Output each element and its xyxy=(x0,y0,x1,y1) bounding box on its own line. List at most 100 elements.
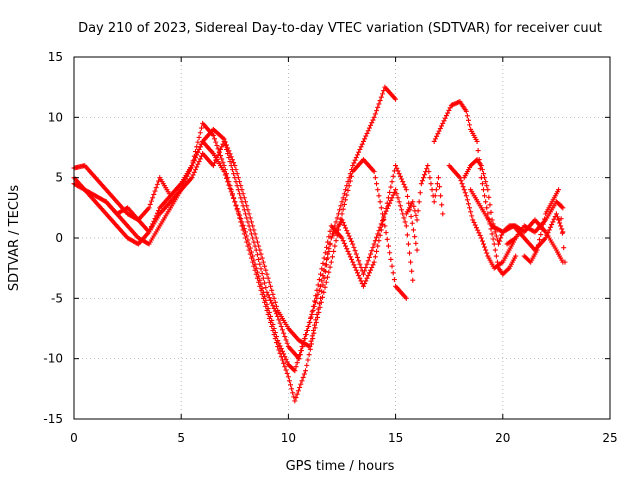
data-point xyxy=(387,189,393,195)
data-point xyxy=(376,193,382,199)
data-point xyxy=(345,187,351,193)
data-point xyxy=(369,264,375,270)
data-point xyxy=(376,101,382,107)
data-point xyxy=(234,171,240,177)
data-point xyxy=(431,138,437,144)
data-point xyxy=(319,289,325,295)
data-point xyxy=(214,155,220,161)
series-sat-h xyxy=(461,157,566,265)
data-point xyxy=(351,262,357,268)
data-point xyxy=(365,258,371,264)
data-point xyxy=(240,222,246,228)
data-point xyxy=(559,230,565,236)
data-point xyxy=(408,259,414,265)
data-point xyxy=(350,259,356,265)
data-point xyxy=(397,173,403,179)
data-point xyxy=(558,223,564,229)
data-point xyxy=(401,181,407,187)
data-point xyxy=(354,152,360,158)
data-point xyxy=(212,160,218,166)
x-tick-label: 20 xyxy=(495,431,510,445)
data-point xyxy=(313,317,319,323)
data-point xyxy=(405,193,411,199)
data-point xyxy=(312,322,318,328)
data-point xyxy=(260,275,266,281)
data-point xyxy=(440,211,446,217)
data-point xyxy=(263,285,269,291)
data-point xyxy=(395,195,401,201)
data-point xyxy=(557,220,563,226)
data-point xyxy=(468,209,474,215)
data-point xyxy=(147,201,153,207)
data-point xyxy=(347,178,353,184)
data-point xyxy=(194,164,200,170)
data-point xyxy=(153,213,159,219)
data-point xyxy=(213,157,219,163)
data-point xyxy=(344,192,350,198)
data-point xyxy=(246,247,252,253)
data-point xyxy=(362,268,368,274)
data-point xyxy=(232,199,238,205)
data-point xyxy=(437,184,443,190)
data-point xyxy=(461,187,467,193)
data-point xyxy=(403,187,409,193)
data-point xyxy=(463,193,469,199)
data-point xyxy=(357,275,363,281)
data-point xyxy=(215,146,221,152)
x-tick-label: 10 xyxy=(281,431,296,445)
data-point xyxy=(332,243,338,249)
data-point xyxy=(370,117,376,123)
data-point xyxy=(487,202,493,208)
data-point xyxy=(293,364,299,370)
data-point xyxy=(284,370,290,376)
data-point xyxy=(219,144,225,150)
data-point xyxy=(253,235,259,241)
data-point xyxy=(281,351,287,357)
data-point xyxy=(344,246,350,252)
data-point xyxy=(277,350,283,356)
data-point xyxy=(306,352,312,358)
data-point xyxy=(393,96,399,102)
data-point xyxy=(375,187,381,193)
data-point xyxy=(383,230,389,236)
data-point xyxy=(446,107,452,113)
data-point xyxy=(215,152,221,158)
data-point xyxy=(431,199,437,205)
data-point xyxy=(559,204,565,210)
data-point xyxy=(283,367,289,373)
data-point xyxy=(198,125,204,131)
data-point xyxy=(245,243,251,249)
data-point xyxy=(458,178,464,184)
data-point xyxy=(482,244,488,250)
data-point xyxy=(377,224,383,230)
data-point xyxy=(260,259,266,265)
data-point xyxy=(418,181,424,187)
data-point xyxy=(413,212,419,218)
data-point xyxy=(322,269,328,275)
data-point xyxy=(370,262,376,268)
data-point xyxy=(362,281,368,287)
data-point xyxy=(427,175,433,181)
data-point xyxy=(146,205,152,211)
data-point xyxy=(233,167,239,173)
series-sat-g xyxy=(446,163,519,271)
data-point xyxy=(270,328,276,334)
data-point xyxy=(389,263,395,269)
data-point xyxy=(262,280,268,286)
data-point xyxy=(296,356,302,362)
y-tick-label: 10 xyxy=(48,110,63,124)
data-point xyxy=(390,173,396,179)
data-point xyxy=(289,386,295,392)
data-point xyxy=(279,327,285,333)
data-point xyxy=(385,243,391,249)
data-point xyxy=(278,354,284,360)
data-point xyxy=(325,274,331,280)
data-point xyxy=(265,311,271,317)
x-axis-label: GPS time / hours xyxy=(286,459,395,474)
data-point xyxy=(483,247,489,253)
data-point xyxy=(485,187,491,193)
data-point xyxy=(347,254,353,260)
data-point xyxy=(221,136,227,142)
data-point xyxy=(220,159,226,165)
data-point xyxy=(299,348,305,354)
